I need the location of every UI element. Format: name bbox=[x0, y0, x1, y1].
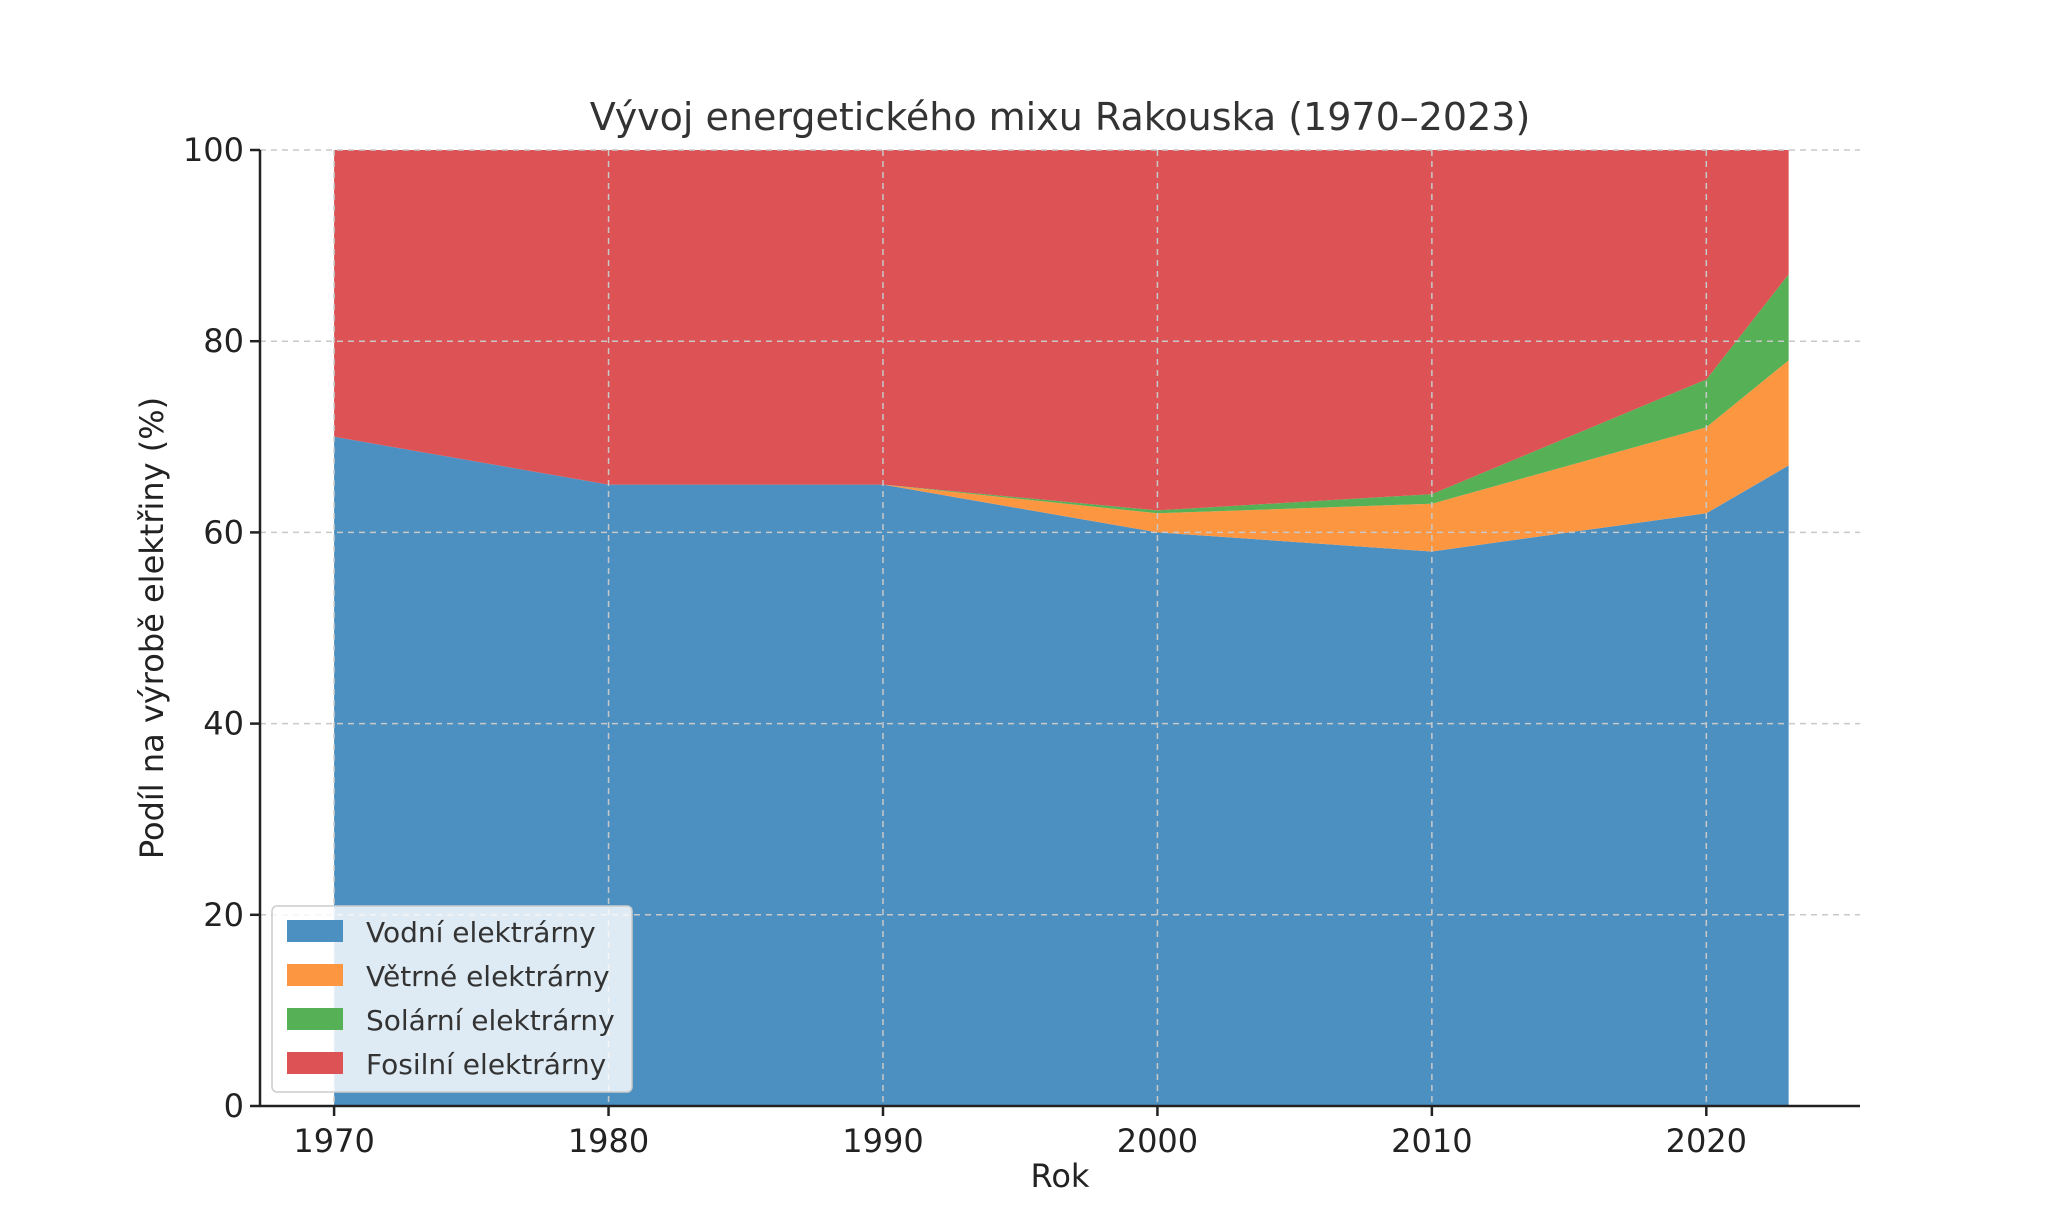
y-tick-label-100: 100 bbox=[183, 131, 244, 169]
legend-label-1: Větrné elektrárny bbox=[366, 960, 610, 993]
legend-box bbox=[271, 905, 633, 1093]
x-tick-label-2000: 2000 bbox=[1117, 1122, 1198, 1160]
y-tick-label-0: 0 bbox=[224, 1087, 244, 1125]
area-series-3 bbox=[334, 150, 1789, 511]
legend-label-0: Vodní elektrárny bbox=[366, 916, 596, 949]
legend-swatch-2 bbox=[287, 1008, 343, 1030]
area-series-0 bbox=[334, 436, 1789, 1106]
x-tick-label-1990: 1990 bbox=[842, 1122, 923, 1160]
y-axis-label: Podíl na výrobě elektřiny (%) bbox=[133, 397, 171, 859]
axes bbox=[250, 148, 1860, 1116]
legend-swatch-1 bbox=[287, 964, 343, 986]
legend-label-2: Solární elektrárny bbox=[366, 1004, 615, 1037]
legend-swatch-3 bbox=[287, 1052, 343, 1074]
plot-areas bbox=[334, 150, 1789, 1106]
y-tick-label-40: 40 bbox=[203, 705, 244, 743]
chart-title: Vývoj energetického mixu Rakouska (1970–… bbox=[590, 95, 1531, 139]
y-tick-label-20: 20 bbox=[203, 896, 244, 934]
y-tick-label-80: 80 bbox=[203, 322, 244, 360]
legend-label-3: Fosilní elektrárny bbox=[366, 1048, 606, 1081]
y-tick-label-60: 60 bbox=[203, 513, 244, 551]
grid bbox=[260, 149, 1860, 1106]
legend-swatch-0 bbox=[287, 920, 343, 942]
legend: Vodní elektrárny Větrné elektrárny Solární… bbox=[271, 905, 633, 1093]
x-tick-label-2020: 2020 bbox=[1666, 1122, 1747, 1160]
x-tick-label-1970: 1970 bbox=[293, 1122, 374, 1160]
x-tick-label-2010: 2010 bbox=[1391, 1122, 1472, 1160]
tick-labels: 1970 1980 1990 2000 2010 2020 0 20 40 60 80 100 bbox=[183, 131, 1747, 1160]
area-series-1 bbox=[334, 360, 1789, 552]
x-tick-label-1980: 1980 bbox=[568, 1122, 649, 1160]
x-axis-label: Rok bbox=[1031, 1157, 1090, 1195]
